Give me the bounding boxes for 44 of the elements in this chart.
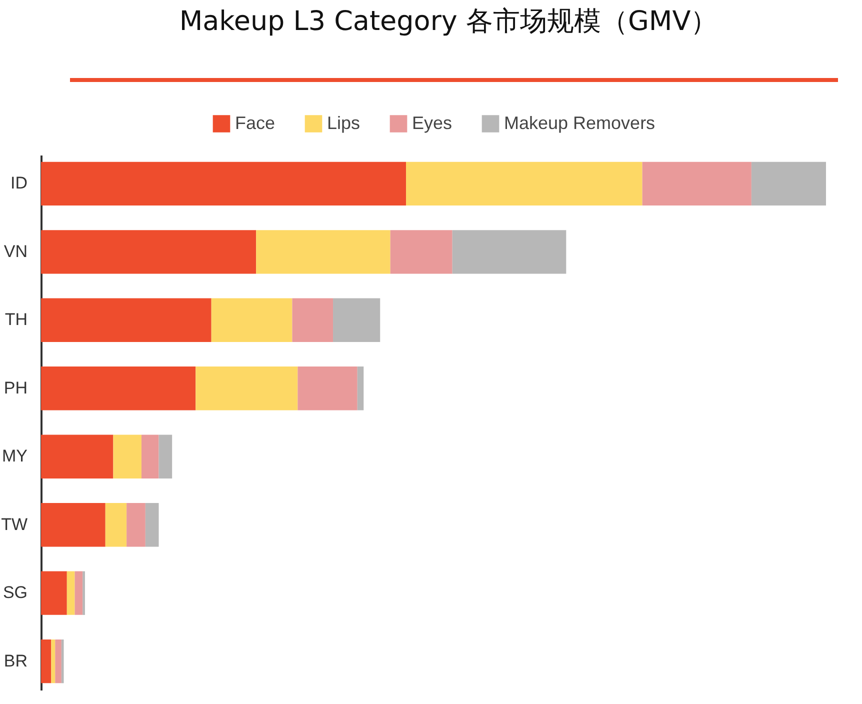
bar [105,503,127,547]
bar [406,162,642,206]
chart-title: Makeup L3 Category 各市场规模（GMV） [179,6,718,37]
bar [61,640,64,684]
bar [333,298,380,342]
legend-label: Lips [327,112,360,133]
bar [158,434,172,478]
bar [41,571,67,615]
bar [256,230,390,274]
bar [41,503,106,547]
legend-label: Eyes [412,112,452,133]
bar [66,571,75,615]
bar [141,434,159,478]
bar [751,162,826,206]
y-tick-label: SG [2,583,28,602]
y-tick-label: TH [4,310,28,330]
bar [113,434,142,478]
bar [55,640,62,684]
bar [51,640,56,684]
bar [41,230,256,274]
bar [145,503,159,547]
bar [211,298,292,342]
bar [41,640,52,684]
bar [452,230,566,274]
y-tick-label: MY [2,446,28,466]
bar [292,298,334,342]
bar [390,230,452,274]
y-tick-label: VN [4,242,28,261]
legend-label: Makeup Removers [504,112,656,133]
bar [196,366,298,410]
bar [298,366,358,410]
bar [642,162,752,206]
bar [126,503,146,547]
y-tick-label: TW [1,514,28,534]
bar [74,571,83,615]
y-tick-label: ID [10,174,28,193]
legend-label: Face [235,112,276,133]
y-tick-label: PH [4,378,28,398]
bar [41,366,196,410]
bar [41,162,406,206]
y-tick-label: BR [4,651,28,670]
bar [41,298,212,342]
bar [357,366,364,410]
bar [41,434,114,478]
